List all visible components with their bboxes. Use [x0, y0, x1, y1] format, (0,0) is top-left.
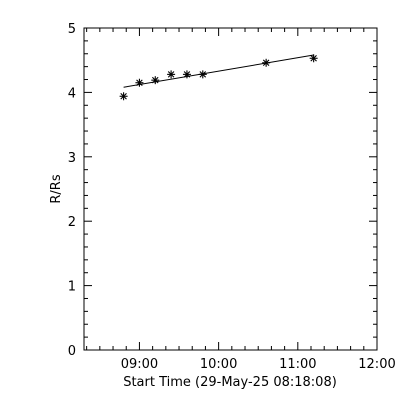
data-points [119, 54, 318, 101]
y-tick-label: 4 [68, 86, 76, 101]
data-point [135, 78, 144, 87]
data-point [198, 70, 207, 79]
x-tick-label: 12:00 [358, 357, 395, 372]
data-point [182, 70, 191, 79]
data-point [119, 92, 128, 101]
x-tick-label: 11:00 [279, 357, 316, 372]
data-point [262, 58, 271, 67]
x-axis: 09:00 10:00 11:00 12:00 [86, 28, 396, 372]
y-tick-label: 5 [68, 22, 76, 37]
data-point [309, 54, 318, 63]
x-tick-label: 10:00 [200, 357, 237, 372]
x-axis-title: Start Time (29-May-25 08:18:08) [123, 375, 337, 390]
y-axis-title: R/Rs [49, 174, 64, 203]
fit-line-group [123, 54, 314, 88]
plot-frame [83, 27, 378, 351]
x-tick-label: 09:00 [121, 357, 158, 372]
y-tick-label: 0 [68, 344, 76, 359]
y-tick-label: 1 [68, 280, 76, 295]
y-axis: 0 1 2 3 4 5 [68, 22, 377, 359]
y-tick-label: 3 [68, 151, 76, 166]
y-tick-label: 2 [68, 215, 76, 230]
data-point [151, 76, 160, 85]
fit-line [123, 54, 314, 88]
data-point [167, 70, 176, 79]
